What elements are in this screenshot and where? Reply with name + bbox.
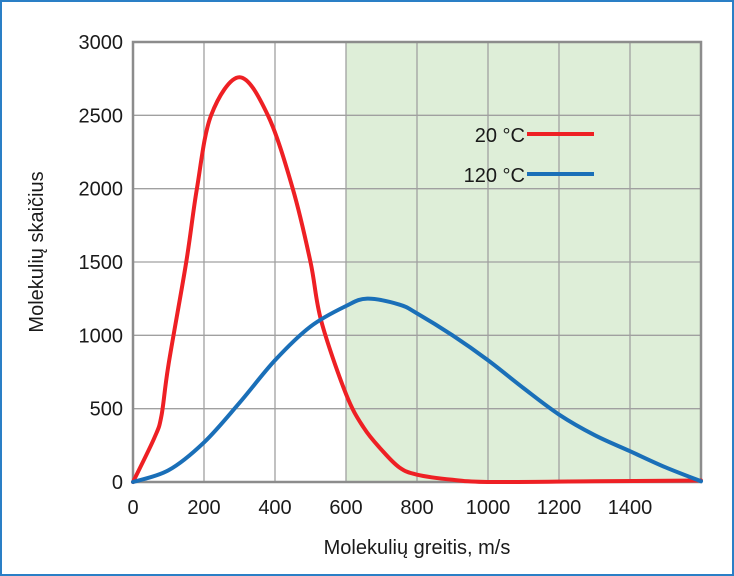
x-tick-label: 800 — [400, 497, 433, 519]
x-tick-label: 0 — [127, 497, 138, 519]
y-tick-label: 2500 — [79, 105, 124, 127]
y-tick-label: 1500 — [79, 252, 124, 274]
y-tick-label: 2000 — [79, 179, 124, 201]
x-tick-label: 1000 — [466, 497, 511, 519]
x-axis-label: Molekulių greitis, m/s — [324, 537, 511, 559]
legend-label: 20 °C — [475, 125, 525, 147]
y-axis-label: Molekulių skaičius — [26, 171, 48, 332]
x-tick-label: 400 — [258, 497, 291, 519]
y-tick-label: 3000 — [79, 32, 124, 54]
y-tick-label: 0 — [112, 472, 123, 494]
y-tick-label: 500 — [90, 399, 123, 421]
x-tick-label: 1200 — [537, 497, 582, 519]
series-line-1 — [131, 75, 703, 485]
legend-label: 120 °C — [464, 165, 525, 187]
y-tick-label: 1000 — [79, 325, 124, 347]
x-tick-label: 200 — [187, 497, 220, 519]
x-tick-label: 600 — [329, 497, 362, 519]
x-tick-label: 1400 — [608, 497, 653, 519]
series-line-2 — [131, 296, 703, 484]
plot-border — [131, 40, 703, 484]
